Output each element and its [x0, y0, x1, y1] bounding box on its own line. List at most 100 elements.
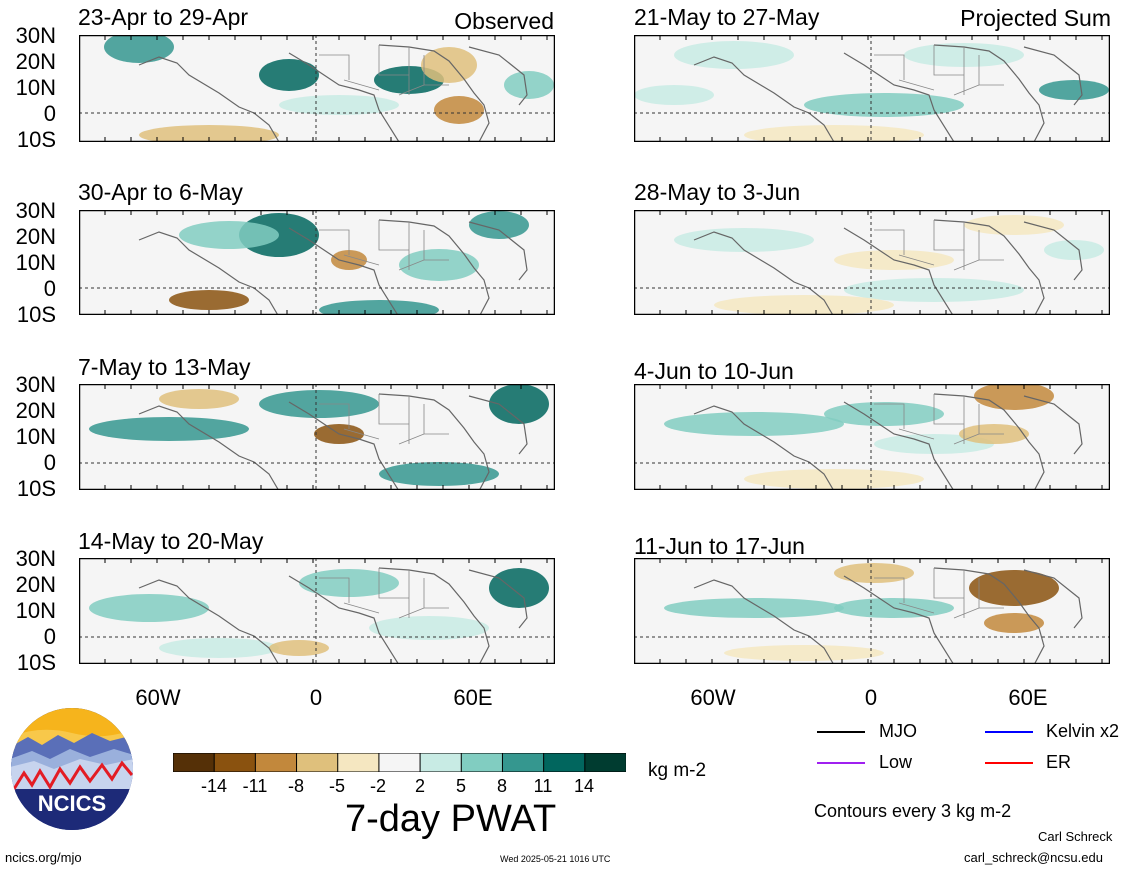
- coastline: [693, 393, 1083, 490]
- lat-label: 10S: [16, 302, 56, 327]
- legend-mjo-label: MJO: [879, 721, 917, 741]
- colorbar-tick: 8: [496, 776, 507, 796]
- map-panel-1: [79, 35, 555, 142]
- panel-title-7: 14-May to 20-May: [78, 528, 264, 554]
- coastline: [138, 219, 528, 315]
- coastline: [693, 219, 1083, 315]
- ncics-logo: NCICS: [10, 707, 134, 831]
- anomaly-region: [824, 402, 944, 426]
- lat-label: 0: [43, 276, 56, 301]
- map-panel-3: [79, 210, 555, 315]
- anomaly-region: [1044, 240, 1104, 260]
- anomaly-region: [421, 47, 477, 83]
- lat-label: 30N: [15, 198, 56, 223]
- map-panel-4: [634, 210, 1110, 315]
- anomaly-region: [89, 417, 249, 441]
- anomaly-region: [969, 570, 1059, 606]
- colorbar-swatch: [584, 752, 627, 773]
- colorbar-swatch: [213, 752, 257, 773]
- country-borders: [319, 220, 449, 271]
- anomaly-region: [744, 469, 924, 489]
- colorbar-tick: 5: [455, 776, 466, 796]
- anomaly-region: [674, 41, 794, 69]
- legend-kelvin-label: Kelvin x2: [1046, 721, 1120, 741]
- legend-mjo-line: [817, 731, 865, 733]
- anomaly-region: [964, 215, 1064, 235]
- lat-label: 10N: [15, 424, 56, 449]
- map-frame: [79, 210, 555, 315]
- country-borders: [319, 45, 449, 96]
- anomaly-region: [489, 568, 549, 608]
- colorbar-tick: 14: [573, 776, 595, 796]
- anomaly-region: [664, 598, 844, 618]
- coastline: [138, 44, 528, 142]
- anomaly-region: [844, 278, 1024, 302]
- lat-label: 10S: [16, 650, 56, 675]
- anomaly-region: [169, 290, 249, 310]
- colorbar: [172, 752, 627, 773]
- anomaly-region: [469, 211, 529, 239]
- country-borders: [319, 568, 449, 619]
- anomaly-region: [724, 645, 884, 661]
- panel-title-6: 4-Jun to 10-Jun: [634, 358, 794, 384]
- legend-kelvin-line: [985, 731, 1033, 733]
- lat-label: 30N: [15, 23, 56, 48]
- anomaly-region: [319, 300, 439, 315]
- lat-label: 10S: [16, 476, 56, 501]
- legend-er-label: ER: [1046, 752, 1072, 772]
- colorbar-swatch: [296, 752, 339, 773]
- anomaly-region: [634, 85, 714, 105]
- panel-title-2: 21-May to 27-May: [634, 4, 820, 30]
- panel-title-1: 23-Apr to 29-Apr: [78, 4, 249, 30]
- footer-email: carl_schreck@ncsu.edu: [964, 850, 1103, 865]
- anomaly-region: [744, 125, 924, 142]
- colorbar-swatch: [501, 752, 545, 773]
- anomaly-region: [834, 563, 914, 583]
- anomaly-region: [489, 384, 549, 424]
- country-borders: [319, 394, 449, 445]
- map-frame: [79, 35, 555, 142]
- coastline: [693, 567, 1083, 664]
- lon-label: 60E: [1008, 685, 1048, 710]
- map-frame: [634, 210, 1110, 315]
- lon-label: 60E: [453, 685, 493, 710]
- colorbar-tick: -11: [242, 776, 268, 796]
- anomaly-region: [104, 35, 174, 63]
- anomaly-region: [434, 96, 484, 124]
- coastline: [693, 44, 1083, 142]
- coastline: [138, 567, 528, 664]
- anomaly-region: [984, 613, 1044, 633]
- anomaly-region: [269, 640, 329, 656]
- panel-title-3: 30-Apr to 6-May: [78, 179, 243, 205]
- anomaly-region: [89, 594, 209, 622]
- lat-label: 20N: [15, 398, 56, 423]
- anomaly-region: [259, 59, 319, 91]
- footer-url: ncics.org/mjo: [5, 850, 82, 865]
- colorbar-swatch: [419, 752, 463, 773]
- logo-text: NCICS: [38, 791, 106, 816]
- lat-label: 20N: [15, 572, 56, 597]
- panel-title-5: 7-May to 13-May: [78, 354, 251, 380]
- panel-title-8: 11-Jun to 17-Jun: [634, 533, 805, 559]
- coastline: [138, 393, 528, 490]
- panel-title-4: 28-May to 3-Jun: [634, 179, 801, 205]
- anomaly-region: [504, 71, 554, 99]
- anomaly-region: [159, 638, 279, 658]
- panel-tag-observed: Observed: [454, 8, 554, 34]
- lat-label: 0: [43, 450, 56, 475]
- lat-label: 30N: [15, 546, 56, 571]
- map-frame: [634, 384, 1110, 490]
- anomaly-region: [159, 389, 239, 409]
- map-panel-7: [79, 558, 555, 664]
- colorbar-swatch: [337, 752, 380, 773]
- legend-low-line: [817, 762, 865, 764]
- colorbar-tick: -14: [200, 776, 227, 796]
- map-panel-5: [79, 384, 555, 490]
- colorbar-swatch: [378, 752, 421, 773]
- panel-tag-projected: Projected Sum: [960, 5, 1111, 31]
- lon-label: 60W: [690, 685, 736, 710]
- lat-label: 0: [43, 624, 56, 649]
- footer-timestamp: Wed 2025-05-21 1016 UTC: [500, 854, 611, 864]
- map-panel-8: [634, 558, 1110, 664]
- lat-label: 20N: [15, 224, 56, 249]
